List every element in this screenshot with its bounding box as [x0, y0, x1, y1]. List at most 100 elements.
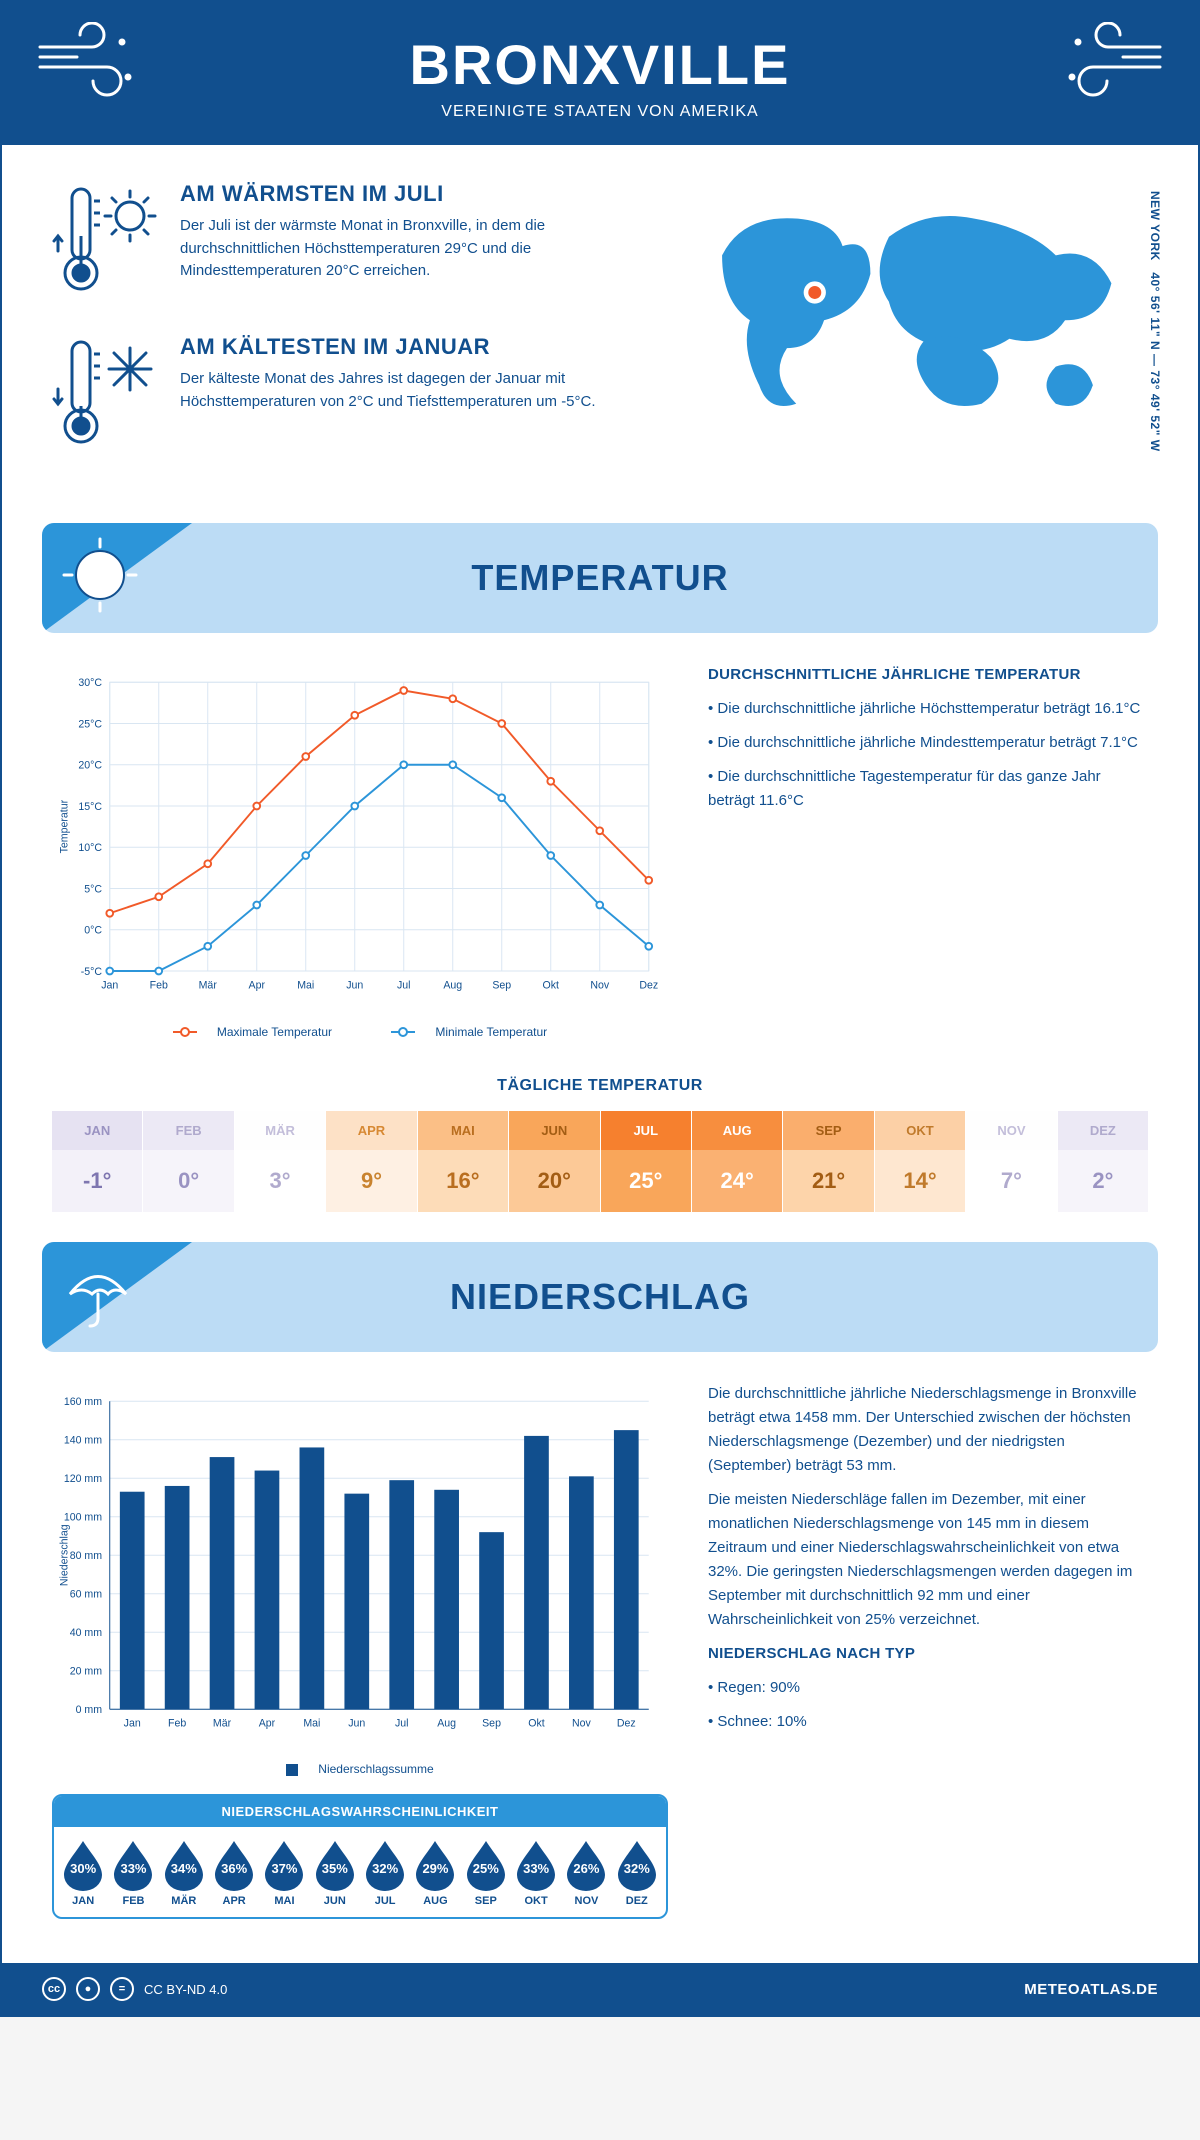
svg-text:Aug: Aug	[437, 1717, 456, 1729]
svg-text:20 mm: 20 mm	[70, 1665, 103, 1677]
temp-cell: AUG24°	[692, 1111, 782, 1212]
prob-item: 33%FEB	[108, 1839, 158, 1907]
by-icon: ●	[76, 1977, 100, 2001]
section-title: NIEDERSCHLAG	[450, 1276, 750, 1318]
temp-cell: MAI16°	[418, 1111, 508, 1212]
svg-text:Apr: Apr	[249, 979, 266, 991]
precip-paragraph: Die meisten Niederschläge fallen im Deze…	[708, 1488, 1148, 1632]
temperature-section: -5°C0°C5°C10°C15°C20°C25°C30°CJanFebMärA…	[2, 633, 1198, 1063]
sun-icon	[60, 535, 140, 615]
svg-text:Aug: Aug	[443, 979, 462, 991]
precip-type-line: • Regen: 90%	[708, 1676, 1148, 1700]
svg-text:30°C: 30°C	[78, 677, 102, 689]
svg-text:Okt: Okt	[543, 979, 560, 991]
site-name: METEOATLAS.DE	[1024, 1981, 1158, 1998]
daily-temp-title: TÄGLICHE TEMPERATUR	[2, 1077, 1198, 1095]
fact-body: Der kälteste Monat des Jahres ist dagege…	[180, 368, 655, 413]
svg-text:Mär: Mär	[199, 979, 218, 991]
temperature-banner: TEMPERATUR	[42, 523, 1158, 633]
world-map-icon	[685, 181, 1148, 441]
svg-text:Jan: Jan	[101, 979, 118, 991]
svg-text:Niederschlag: Niederschlag	[58, 1524, 70, 1586]
fact-warmest: AM WÄRMSTEN IM JULI Der Juli ist der wär…	[52, 181, 655, 306]
prob-item: 37%MAI	[259, 1839, 309, 1907]
svg-text:100 mm: 100 mm	[64, 1511, 102, 1523]
svg-text:Jul: Jul	[395, 1717, 409, 1729]
svg-text:Nov: Nov	[572, 1717, 592, 1729]
prob-item: 25%SEP	[461, 1839, 511, 1907]
svg-text:Dez: Dez	[617, 1717, 636, 1729]
svg-text:Jul: Jul	[397, 979, 411, 991]
prob-item: 35%JUN	[310, 1839, 360, 1907]
daily-temp-table: JAN-1°FEB0°MÄR3°APR9°MAI16°JUN20°JUL25°A…	[52, 1111, 1148, 1212]
header: BRONXVILLE VEREINIGTE STAATEN VON AMERIK…	[2, 2, 1198, 145]
temp-cell: OKT14°	[875, 1111, 965, 1212]
svg-text:0 mm: 0 mm	[76, 1704, 103, 1716]
svg-text:Jun: Jun	[348, 1717, 365, 1729]
fact-coldest: AM KÄLTESTEN IM JANUAR Der kälteste Mona…	[52, 334, 655, 459]
temp-cell: JAN-1°	[52, 1111, 142, 1212]
summary-title: DURCHSCHNITTLICHE JÄHRLICHE TEMPERATUR	[708, 663, 1148, 687]
prob-item: 34%MÄR	[159, 1839, 209, 1907]
svg-text:80 mm: 80 mm	[70, 1550, 103, 1562]
svg-text:140 mm: 140 mm	[64, 1434, 102, 1446]
precip-bar-chart: 0 mm20 mm40 mm60 mm80 mm100 mm120 mm140 …	[52, 1382, 668, 1748]
svg-text:40 mm: 40 mm	[70, 1627, 103, 1639]
infographic-page: BRONXVILLE VEREINIGTE STAATEN VON AMERIK…	[0, 0, 1200, 2017]
svg-text:Feb: Feb	[168, 1717, 186, 1729]
svg-text:Apr: Apr	[259, 1717, 276, 1729]
thermometer-snow-icon	[52, 334, 162, 454]
temp-cell: FEB0°	[143, 1111, 233, 1212]
prob-item: 32%DEZ	[612, 1839, 662, 1907]
svg-text:Mai: Mai	[303, 1717, 320, 1729]
fact-title: AM WÄRMSTEN IM JULI	[180, 181, 655, 207]
wind-icon	[32, 22, 142, 102]
temperature-line-chart: -5°C0°C5°C10°C15°C20°C25°C30°CJanFebMärA…	[52, 663, 668, 1010]
summary-line: • Die durchschnittliche jährliche Höchst…	[708, 697, 1148, 721]
umbrella-icon	[60, 1254, 136, 1330]
svg-text:Okt: Okt	[528, 1717, 545, 1729]
cc-icon: cc	[42, 1977, 66, 2001]
precip-type-line: • Schnee: 10%	[708, 1710, 1148, 1734]
svg-text:Temperatur: Temperatur	[58, 799, 70, 853]
summary-line: • Die durchschnittliche Tagestemperatur …	[708, 765, 1148, 813]
section-title: TEMPERATUR	[471, 557, 728, 599]
svg-text:Sep: Sep	[482, 1717, 501, 1729]
svg-text:10°C: 10°C	[78, 842, 102, 854]
chart-legend: Maximale Temperatur Minimale Temperatur	[52, 1025, 668, 1039]
precip-section: 0 mm20 mm40 mm60 mm80 mm100 mm120 mm140 …	[2, 1352, 1198, 1944]
fact-title: AM KÄLTESTEN IM JANUAR	[180, 334, 655, 360]
svg-text:Jan: Jan	[124, 1717, 141, 1729]
svg-text:5°C: 5°C	[84, 883, 102, 895]
temp-cell: JUL25°	[601, 1111, 691, 1212]
temp-cell: DEZ2°	[1058, 1111, 1148, 1212]
footer: cc ● = CC BY-ND 4.0 METEOATLAS.DE	[2, 1963, 1198, 2015]
svg-text:60 mm: 60 mm	[70, 1588, 103, 1600]
svg-text:Dez: Dez	[639, 979, 658, 991]
temp-cell: NOV7°	[966, 1111, 1056, 1212]
prob-item: 30%JAN	[58, 1839, 108, 1907]
wind-icon	[1058, 22, 1168, 102]
license-block: cc ● = CC BY-ND 4.0	[42, 1977, 227, 2001]
prob-item: 29%AUG	[410, 1839, 460, 1907]
temp-cell: MÄR3°	[235, 1111, 325, 1212]
intro-section: AM WÄRMSTEN IM JULI Der Juli ist der wär…	[2, 145, 1198, 511]
svg-text:20°C: 20°C	[78, 760, 102, 772]
license-text: CC BY-ND 4.0	[144, 1982, 227, 1997]
svg-text:25°C: 25°C	[78, 718, 102, 730]
svg-text:Jun: Jun	[346, 979, 363, 991]
prob-item: 36%APR	[209, 1839, 259, 1907]
temp-cell: APR9°	[326, 1111, 416, 1212]
temp-cell: SEP21°	[783, 1111, 873, 1212]
prob-item: 32%JUL	[360, 1839, 410, 1907]
city-title: BRONXVILLE	[22, 32, 1178, 97]
summary-line: • Die durchschnittliche jährliche Mindes…	[708, 731, 1148, 755]
fact-body: Der Juli ist der wärmste Monat in Bronxv…	[180, 215, 655, 283]
coordinates: NEW YORK 40° 56' 11" N — 73° 49' 52" W	[1148, 191, 1162, 452]
precip-paragraph: Die durchschnittliche jährliche Niedersc…	[708, 1382, 1148, 1478]
precip-probability-box: NIEDERSCHLAGSWAHRSCHEINLICHKEIT 30%JAN33…	[52, 1794, 668, 1919]
thermometer-sun-icon	[52, 181, 162, 301]
svg-text:Nov: Nov	[590, 979, 610, 991]
svg-text:160 mm: 160 mm	[64, 1396, 102, 1408]
svg-text:Sep: Sep	[492, 979, 511, 991]
